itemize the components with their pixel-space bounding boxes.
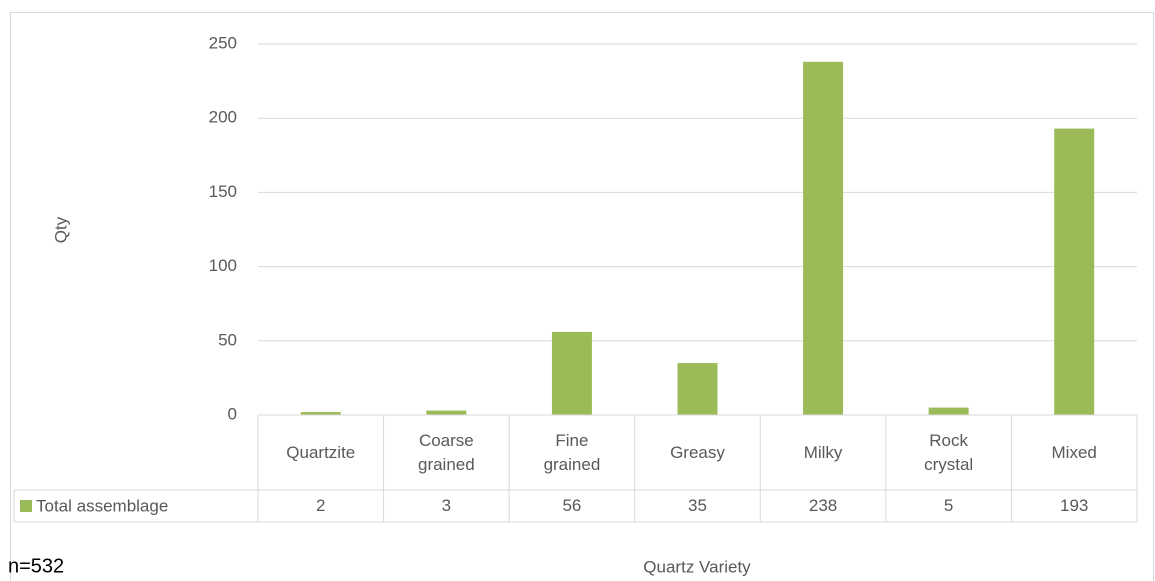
y-tick-label: 50 xyxy=(218,330,237,349)
category-label: Mixed xyxy=(1011,415,1137,490)
bar xyxy=(551,331,592,415)
category-label-text: Fine grained xyxy=(543,430,601,474)
bar xyxy=(300,412,341,415)
table-value: 3 xyxy=(384,490,510,522)
table-value: 56 xyxy=(509,490,635,522)
table-value: 35 xyxy=(635,490,761,522)
category-label-text: Greasy xyxy=(670,442,725,462)
category-label-text: Rock crystal xyxy=(924,430,974,474)
table-value-text: 238 xyxy=(808,496,838,515)
category-label: Coarse grained xyxy=(384,415,510,490)
y-tick-label: 100 xyxy=(209,256,237,275)
x-axis-title: Quartz Variety xyxy=(643,557,751,576)
table-value-text: 35 xyxy=(688,496,707,515)
category-label-text: Mixed xyxy=(1051,442,1097,462)
table-value-text: 5 xyxy=(943,496,954,515)
y-tick-label: 250 xyxy=(209,33,237,52)
table-value-text: 193 xyxy=(1060,496,1089,515)
table-value-text: 2 xyxy=(316,496,326,515)
y-tick-label: 0 xyxy=(228,404,237,423)
table-value: 193 xyxy=(1011,490,1137,522)
table-value: 2 xyxy=(258,490,384,522)
bar xyxy=(426,410,467,415)
category-label-text: Coarse grained xyxy=(417,430,475,474)
table-value: 238 xyxy=(760,490,886,522)
legend-label: Total assemblage xyxy=(36,496,168,515)
category-label: Greasy xyxy=(635,415,761,490)
y-axis-title: Qty xyxy=(51,216,70,243)
category-label-text: Milky xyxy=(803,442,843,462)
category-label-text: Quartzite xyxy=(286,442,356,462)
table-value-text: 3 xyxy=(441,496,452,515)
bar xyxy=(1054,128,1095,415)
category-label: Fine grained xyxy=(509,415,635,490)
legend-swatch xyxy=(20,500,32,512)
category-label: Quartzite xyxy=(258,415,384,490)
annotation: n=532 xyxy=(8,555,64,577)
category-label: Rock crystal xyxy=(886,415,1012,490)
bar xyxy=(928,407,969,415)
table-value: 5 xyxy=(886,490,1012,522)
category-label: Milky xyxy=(760,415,886,490)
bar xyxy=(677,363,718,415)
y-tick-label: 200 xyxy=(209,108,237,127)
bar xyxy=(803,61,844,416)
table-value-text: 56 xyxy=(562,496,582,515)
chart-border xyxy=(10,12,1154,581)
y-tick-label: 150 xyxy=(209,182,237,201)
